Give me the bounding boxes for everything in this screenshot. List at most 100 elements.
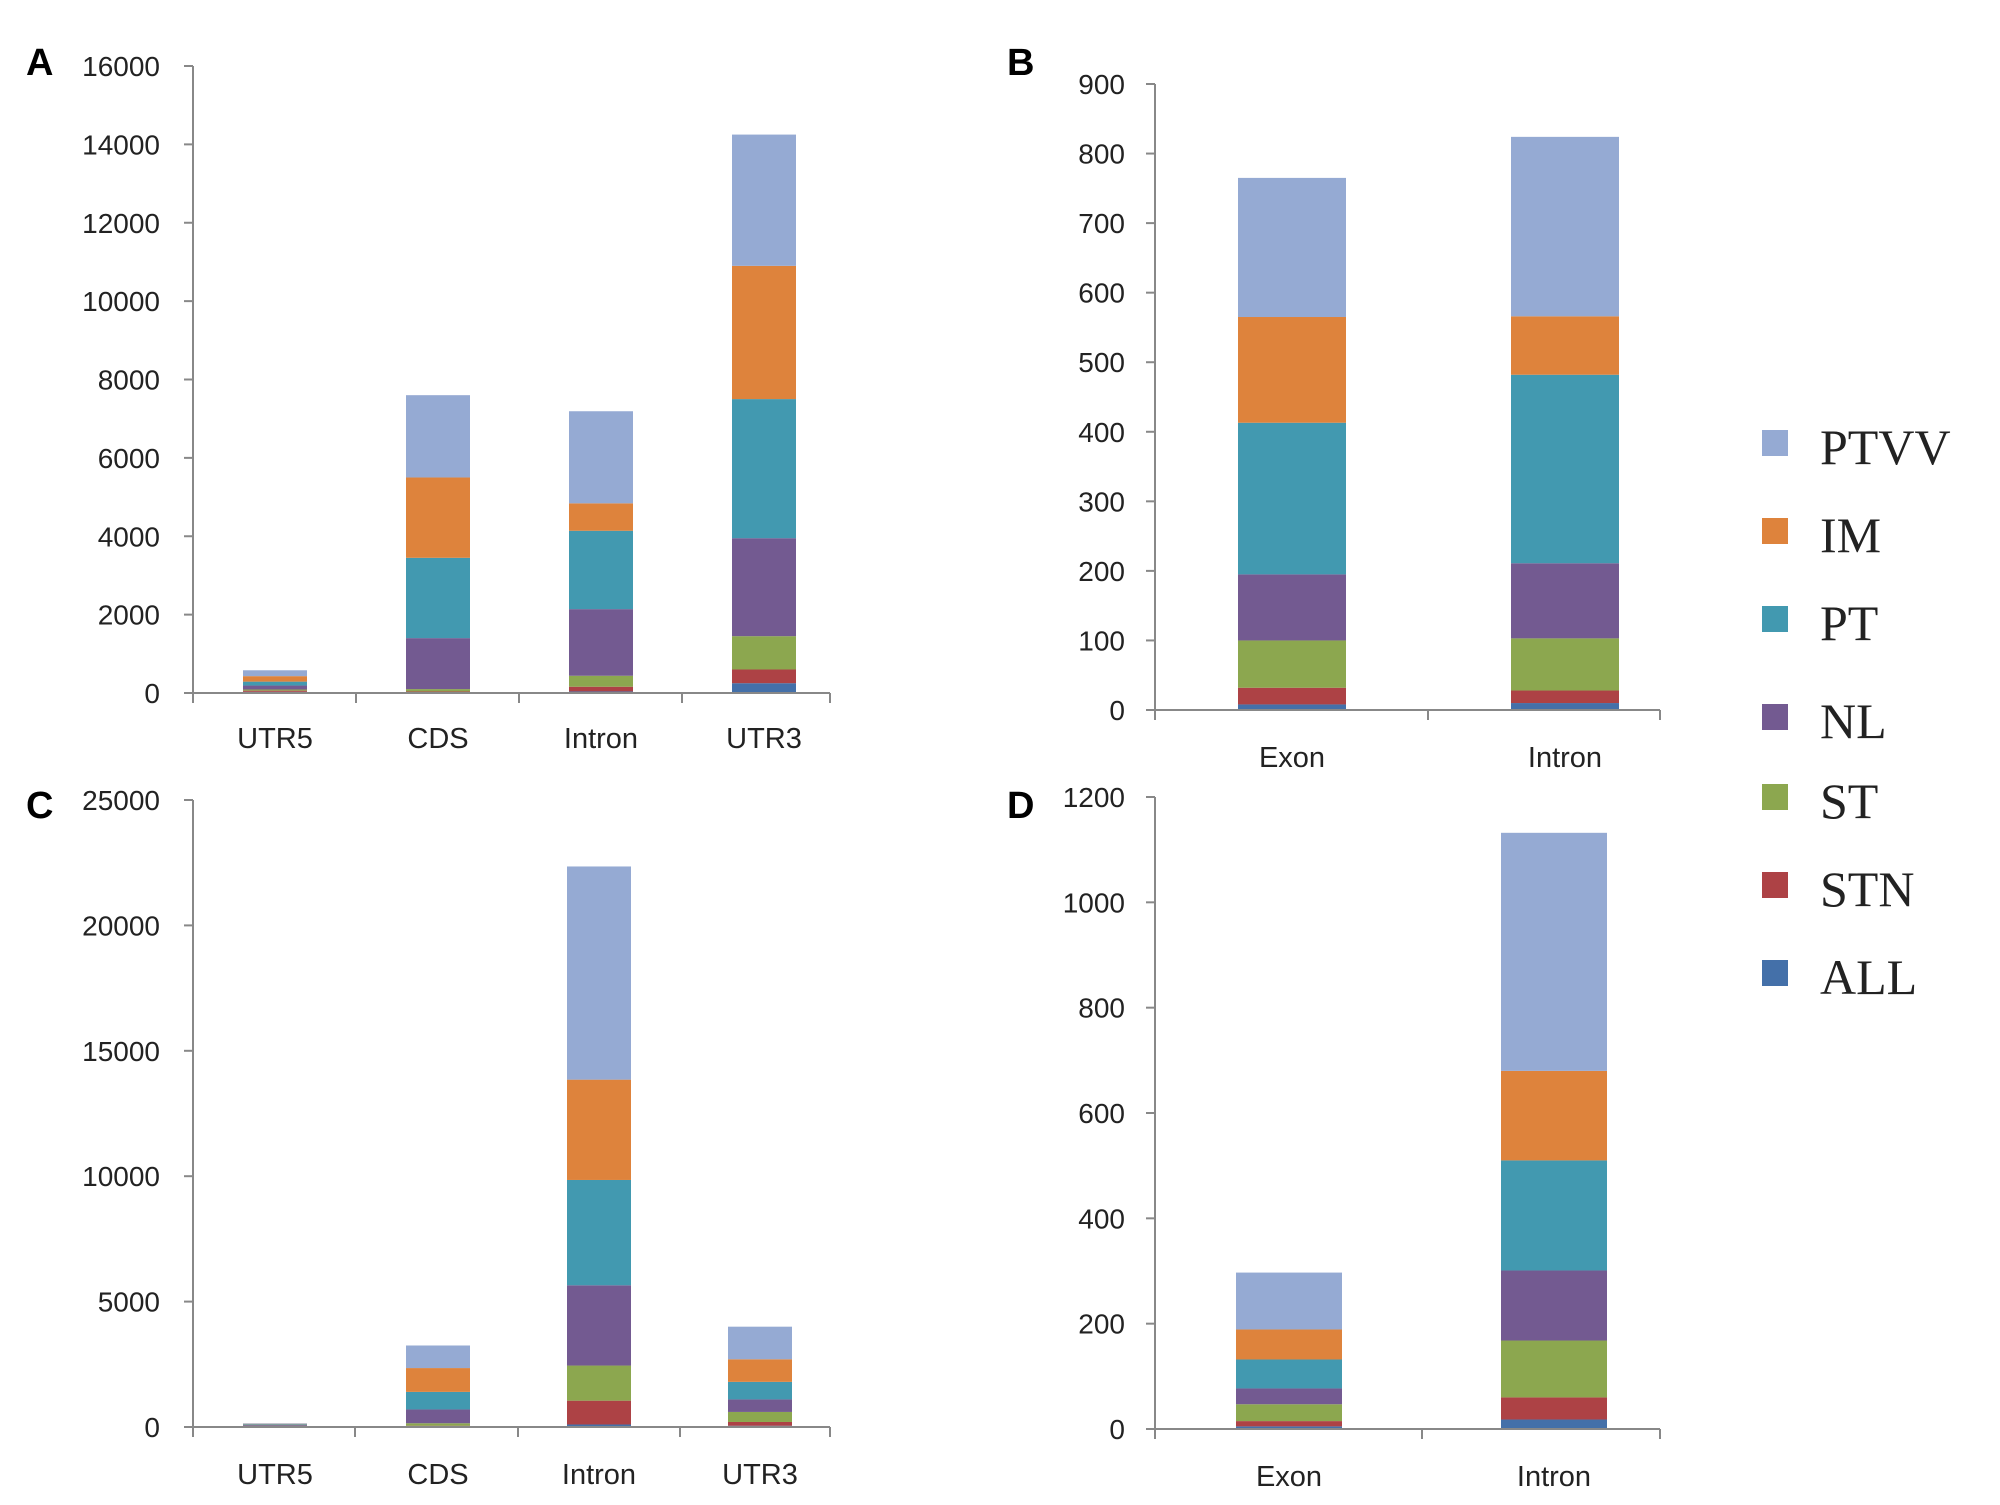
bar-exon-st [1238,640,1346,688]
x-tick-label: Intron [562,1459,636,1491]
bar-cds-nl [406,638,470,690]
bar-cds-ptvv [406,1345,470,1369]
bar-cds-pt [406,557,470,639]
bar-intron-nl [1511,563,1619,639]
bar-utr5-ptvv [243,1423,307,1424]
y-tick-label: 0 [1109,1414,1125,1445]
bar-exon-st [1236,1404,1342,1422]
legend-label-stn: STN [1820,861,1914,917]
bar-utr3-all [732,683,796,693]
bar-exon-pt [1236,1359,1342,1389]
bar-utr3-im [732,265,796,400]
bar-intron-pt [1501,1160,1607,1271]
y-tick-label: 200 [1078,556,1125,587]
y-tick-label: 800 [1078,993,1125,1024]
bar-utr5-pt [243,1424,307,1425]
bar-cds-im [406,1368,470,1392]
bar-utr5-pt [243,681,307,686]
bar-intron-ptvv [567,866,631,1080]
bar-exon-stn [1238,687,1346,705]
y-tick-label: 8000 [98,365,160,396]
bar-cds-pt [406,1391,470,1410]
bar-intron-stn [1511,690,1619,704]
bar-intron-im [1511,316,1619,375]
y-tick-label: 600 [1078,278,1125,309]
panel-c: C 0 5000 10000 15000 20000 25000 UTR5 CDS Intron U… [26,785,831,1491]
bar-intron-pt [1511,374,1619,564]
y-tick-label: 10000 [82,286,160,317]
legend-label-pt: PT [1820,595,1878,651]
bar-utr3-ptvv [732,134,796,266]
bar-intron-im [567,1079,631,1180]
bar-exon-all [1238,704,1346,710]
panel-d: D 0 200 400 600 800 1000 1200 Exon Intron [1007,782,1661,1493]
y-tick-label: 5000 [98,1287,160,1318]
bar-intron-nl [1501,1270,1607,1341]
y-tick-label: 600 [1078,1098,1125,1129]
bar-intron-pt [569,530,633,610]
bar-intron-ptvv [1501,832,1607,1071]
x-tick-label: Intron [1517,1461,1591,1493]
y-tick-label: 10000 [82,1161,160,1192]
bar-utr3-nl [728,1399,792,1412]
bar-exon-all [1236,1426,1342,1429]
x-tick-label: CDS [407,723,468,755]
bar-cds-im [406,477,470,558]
y-tick-label: 20000 [82,910,160,941]
bar-utr3-pt [728,1381,792,1400]
bar-utr5-st [243,689,307,691]
y-tick-label: 400 [1078,417,1125,448]
x-tick-label: Exon [1259,742,1325,774]
y-tick-label: 2000 [98,600,160,631]
x-tick-label: UTR5 [237,723,313,755]
bar-intron-all [567,1424,631,1427]
bar-intron-ptvv [1511,136,1619,317]
x-tick-label: Exon [1256,1461,1322,1493]
bar-intron-nl [567,1285,631,1366]
x-tick-label: UTR3 [722,1459,798,1491]
y-tick-label: 300 [1078,486,1125,517]
y-tick-label: 800 [1078,139,1125,170]
panel-b: B 0 100 200 300 400 500 600 700 800 900 Exon Intron [1007,42,1661,774]
legend-label-ptvv: PTVV [1820,419,1951,475]
legend-swatch-im [1762,518,1788,544]
legend-swatch-stn [1762,872,1788,898]
bar-utr5-nl [243,1424,307,1426]
bar-exon-nl [1238,574,1346,641]
y-tick-label: 4000 [98,521,160,552]
bar-intron-st [567,1365,631,1401]
x-tick-label: Intron [564,723,638,755]
legend-label-st: ST [1820,773,1878,829]
bar-utr5-nl [243,685,307,690]
x-tick-label: UTR5 [237,1459,313,1491]
bar-cds-st [406,1423,470,1426]
bar-intron-st [1501,1340,1607,1398]
x-tick-label: UTR3 [726,723,802,755]
panel-label-b: B [1007,42,1034,84]
bar-intron-st [1511,638,1619,691]
bar-exon-ptvv [1238,177,1346,318]
bar-intron-im [1501,1070,1607,1161]
y-tick-label: 6000 [98,443,160,474]
y-tick-label: 500 [1078,347,1125,378]
x-tick-label: CDS [407,1459,468,1491]
bar-utr3-stn [732,669,796,684]
bar-utr3-ptvv [728,1326,792,1360]
legend-swatch-nl [1762,704,1788,730]
bar-cds-st [406,689,470,692]
x-tick-label: Intron [1528,742,1602,774]
y-tick-label: 700 [1078,208,1125,239]
y-tick-label: 16000 [82,51,160,82]
bar-exon-pt [1238,422,1346,575]
y-tick-label: 400 [1078,1203,1125,1234]
bar-intron-st [569,675,633,687]
y-tick-label: 100 [1078,625,1125,656]
y-tick-label: 14000 [82,129,160,160]
bar-exon-nl [1236,1388,1342,1405]
bar-utr3-st [732,636,796,670]
legend-label-im: IM [1820,507,1881,563]
bar-intron-all [1511,703,1619,710]
bar-utr5-stn [243,690,307,692]
panel-label-a: A [26,42,53,84]
bar-cds-nl [406,1409,470,1424]
